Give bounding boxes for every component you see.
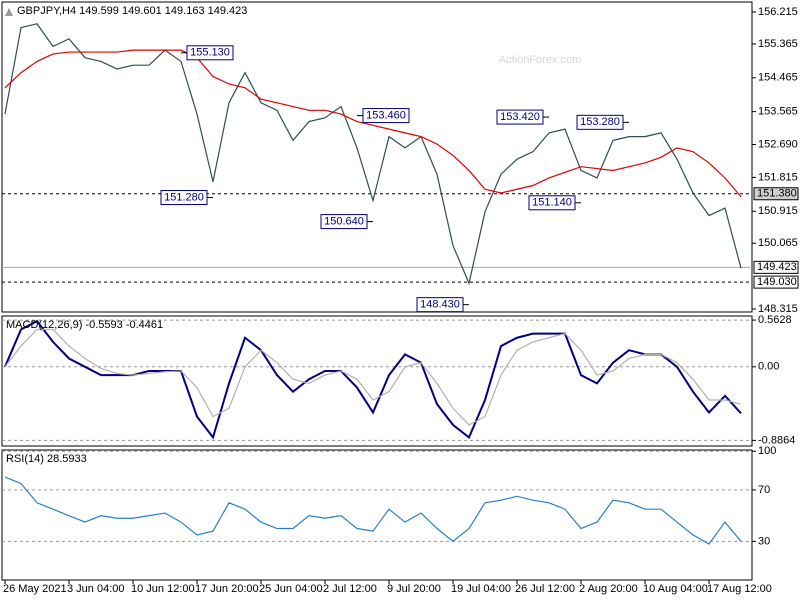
annotation-label: 151.280	[164, 191, 204, 203]
y-tick-label: 150.915	[758, 205, 798, 217]
series-line	[4, 328, 742, 426]
x-tick-label: 26 May 2021	[3, 583, 67, 595]
y-tick-label: 152.690	[758, 138, 798, 150]
panel-title: MACD(12,26,9) -0.5593 -0.4461	[6, 319, 163, 331]
x-tick-label: 9 Jul 20:00	[387, 583, 441, 595]
annotation-label: 148.430	[420, 299, 460, 311]
x-tick-label: 3 Jun 04:00	[67, 583, 125, 595]
series-line	[4, 476, 742, 545]
x-tick-label: 2 Aug 20:00	[579, 583, 638, 595]
panel-title: GBPJPY,H4 149.599 149.601 149.163 149.42…	[17, 5, 247, 17]
y-tick-label: 70	[758, 484, 770, 496]
series-line	[4, 49, 742, 198]
y-tick-label: 155.365	[758, 38, 798, 50]
annotation-box	[416, 297, 464, 313]
annotation-box	[496, 109, 544, 125]
panel-frame	[1, 1, 753, 313]
y-tick-label: 156.215	[758, 6, 798, 18]
annotation-box	[528, 195, 576, 211]
level-box	[753, 187, 799, 201]
y-tick-label: 30	[758, 535, 770, 547]
annotation-label: 153.460	[366, 109, 406, 121]
x-tick-label: 19 Jul 04:00	[451, 583, 511, 595]
annotation-box	[576, 114, 624, 130]
annotation-box	[320, 214, 368, 230]
y-tick-label: 154.465	[758, 72, 798, 84]
annotation-box	[160, 190, 208, 206]
annotation-label: 151.140	[532, 197, 572, 209]
x-tick-label: 25 Jun 04:00	[259, 583, 323, 595]
annotation-label: 155.130	[190, 47, 230, 59]
annotation-label: 150.640	[324, 215, 364, 227]
panel-frame	[1, 449, 753, 581]
y-tick-label: 148.315	[758, 303, 798, 315]
y-tick-label: 150.065	[758, 237, 798, 249]
symbol-icon	[5, 8, 13, 16]
x-tick-label: 17 Aug 12:00	[707, 583, 772, 595]
panel-frame	[1, 315, 753, 447]
x-tick-label: 17 Jun 20:00	[195, 583, 259, 595]
y-tick-label: 0.5628	[758, 314, 792, 326]
x-tick-label: 10 Aug 04:00	[643, 583, 708, 595]
y-tick-label: 0.00	[758, 361, 779, 373]
x-tick-label: 26 Jul 12:00	[515, 583, 575, 595]
annotation-label: 153.280	[580, 116, 620, 128]
x-tick-label: 10 Jun 12:00	[131, 583, 195, 595]
y-tick-label: 100	[758, 445, 776, 457]
panel-title: RSI(14) 28.5933	[6, 453, 87, 465]
watermark: ActionForex.com	[499, 54, 582, 66]
annotation-label: 153.420	[500, 111, 540, 123]
annotation-box	[362, 108, 410, 124]
level-label: 149.030	[757, 276, 797, 288]
y-tick-label: 153.565	[758, 106, 798, 118]
y-tick-label: 151.815	[758, 171, 798, 183]
level-label: 149.423	[757, 261, 797, 273]
level-label: 151.380	[757, 188, 797, 200]
annotation-box	[186, 45, 234, 61]
series-line	[4, 23, 742, 286]
x-tick-label: 2 Jul 12:00	[323, 583, 377, 595]
y-tick-label: -0.8864	[758, 434, 795, 446]
level-box	[753, 275, 799, 289]
level-box	[753, 260, 799, 274]
